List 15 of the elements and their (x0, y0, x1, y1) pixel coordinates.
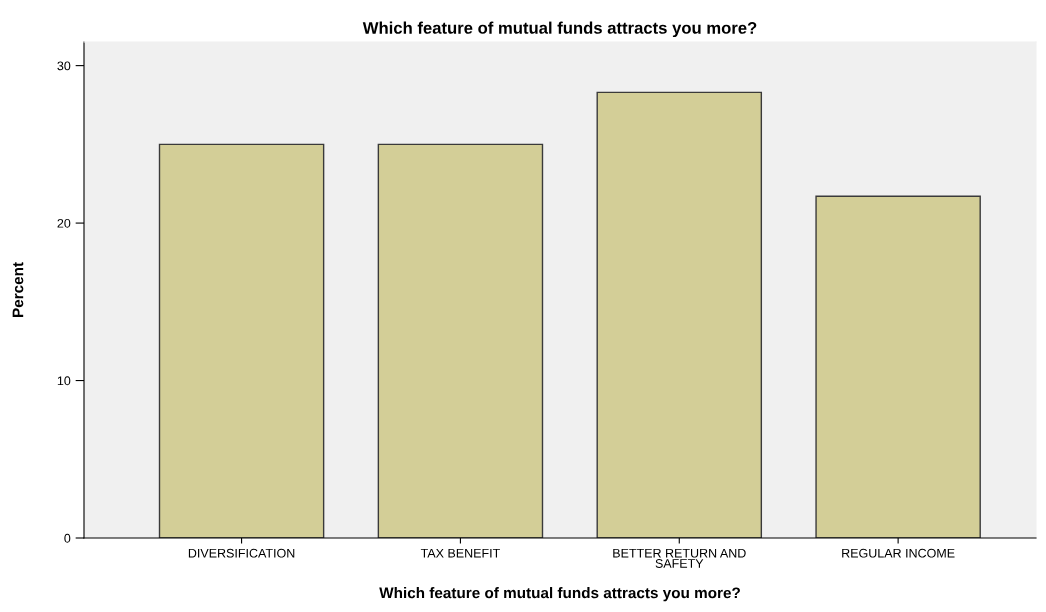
chart-title: Which feature of mutual funds attracts you more? (362, 21, 757, 38)
y-tick-label: 0 (64, 533, 71, 543)
x-axis-title: Which feature of mutual funds attracts you more? (379, 587, 740, 602)
x-tick-label: REGULAR INCOME (842, 548, 955, 558)
y-tick-label: 30 (57, 61, 71, 71)
x-tick-label: TAX BENEFIT (420, 548, 500, 558)
x-tick-label: BETTER RETURN AND SAFETY (613, 548, 746, 568)
bar (158, 143, 325, 538)
y-tick-label: 10 (57, 376, 71, 386)
bar (596, 91, 763, 538)
bar (815, 195, 981, 538)
bar (377, 143, 544, 538)
y-axis-title: Percent (12, 262, 24, 317)
y-tick-label: 20 (57, 218, 71, 228)
x-tick-label: DIVERSIFICATION (188, 548, 295, 558)
